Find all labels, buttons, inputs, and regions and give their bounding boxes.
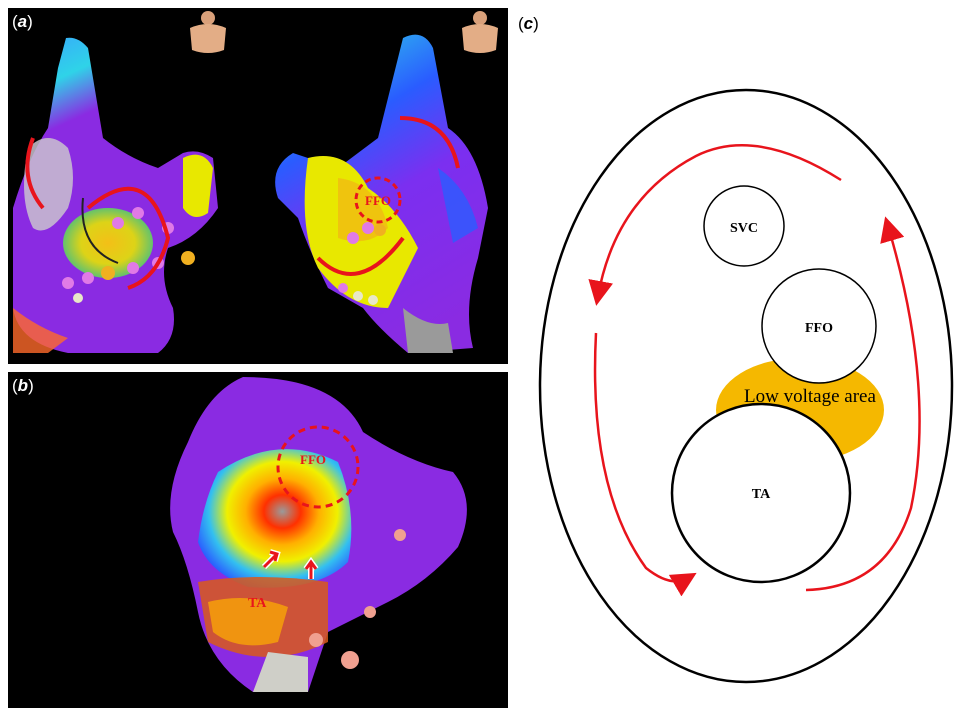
panel-a-electroanatomic-map: FFO <box>8 8 508 364</box>
curved-arrow-icon <box>805 216 921 592</box>
panel-b-svg: FFO TA <box>170 377 467 692</box>
left-view-map <box>13 37 218 353</box>
svc-circle <box>703 185 785 267</box>
ffo-annotation: FFO <box>300 452 326 467</box>
ablation-point-markers <box>338 222 386 305</box>
right-view-map: FFO <box>275 34 488 354</box>
ffo-dashed-circle <box>354 176 402 224</box>
curved-arrow-icon <box>86 186 171 290</box>
curved-arrow-icon <box>588 144 842 306</box>
torso-icon <box>190 11 226 53</box>
red-arrow-icon <box>261 549 281 570</box>
ffo-label: FFO <box>805 321 833 336</box>
panel-c-label: (c) <box>518 14 539 33</box>
curved-arrow-icon <box>593 332 697 597</box>
torso-icon <box>462 11 498 53</box>
ta-label: TA <box>752 487 771 502</box>
ffo-dashed-circle <box>276 425 360 509</box>
curved-arrow-icon <box>25 137 45 210</box>
panel-a-svg: FFO <box>13 11 498 354</box>
panel-c-svg: SVC FFO Low voltage area TA <box>538 88 954 684</box>
ta-annotation: TA <box>248 596 267 611</box>
panel-c-schematic: SVC FFO Low voltage area TA <box>516 8 973 708</box>
ffo-circle <box>761 268 877 384</box>
curved-arrow-icon <box>399 116 460 169</box>
panel-a-label: (a) <box>12 12 33 31</box>
svc-label: SVC <box>730 221 758 236</box>
ffo-annotation: FFO <box>365 193 391 208</box>
curved-arrow-icon <box>316 236 405 276</box>
red-arrow-icon <box>303 556 319 579</box>
panel-b-electroanatomic-map: FFO TA <box>8 372 508 708</box>
reentry-circuit-arrows <box>588 144 921 597</box>
panel-b-label: (b) <box>12 376 34 395</box>
low-voltage-label: Low voltage area <box>744 386 876 407</box>
ablation-point-markers <box>309 529 406 669</box>
ta-circle <box>670 402 852 584</box>
